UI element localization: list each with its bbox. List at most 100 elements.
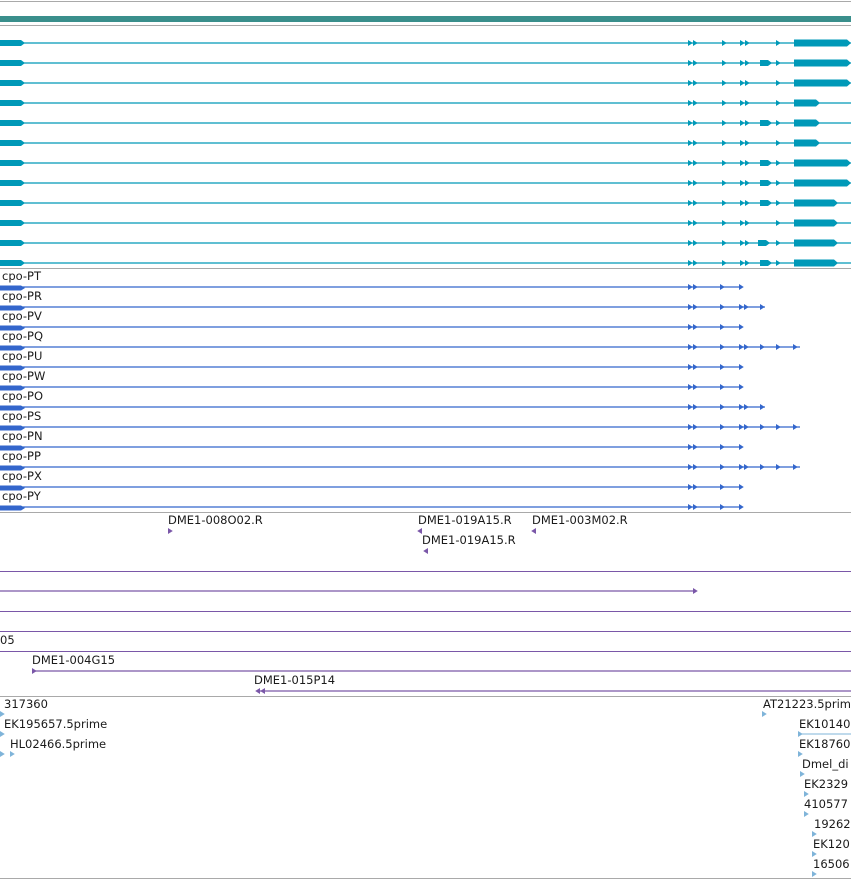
transcript-exon — [776, 40, 781, 46]
cpo-exon — [793, 424, 798, 430]
transcript-exon — [760, 60, 772, 66]
transcript-exon — [722, 260, 727, 266]
isoform-label-cpo-pr[interactable]: cpo-PR — [2, 289, 42, 303]
cpo-exon — [760, 304, 765, 310]
transcript-exon — [0, 240, 25, 246]
cpo-exon — [0, 345, 25, 351]
cpo-exon — [739, 304, 744, 310]
cpo-exon — [693, 284, 698, 290]
cpo-exon — [0, 425, 25, 431]
est-label[interactable]: 410577 — [804, 797, 848, 811]
clone-label[interactable]: DME1-015P14 — [254, 673, 336, 687]
clone-label[interactable]: DME1-019A15.R — [422, 533, 516, 547]
transcript-exon — [745, 60, 750, 66]
est-label[interactable]: EK120 — [813, 837, 850, 851]
isoform-label-cpo-pn[interactable]: cpo-PN — [2, 429, 43, 443]
isoform-label-cpo-po[interactable]: cpo-PO — [2, 389, 44, 403]
isoform-label-cpo-px[interactable]: cpo-PX — [2, 469, 42, 483]
cpo-exon — [693, 304, 698, 310]
cpo-exon — [688, 324, 693, 330]
clone-marker — [255, 688, 260, 694]
transcript-exon — [745, 240, 750, 246]
isoform-label-cpo-pu[interactable]: cpo-PU — [2, 349, 43, 363]
cpo-exon — [693, 364, 698, 370]
est-label[interactable]: EK18760 — [799, 737, 851, 751]
transcript-exon — [760, 160, 772, 166]
transcript-exon — [693, 240, 698, 246]
transcript-exon — [776, 60, 781, 66]
transcript-exon — [794, 219, 838, 227]
cpo-exon — [688, 284, 693, 290]
isoform-label-cpo-ps[interactable]: cpo-PS — [2, 409, 42, 423]
clone-marker — [168, 528, 173, 534]
est-label[interactable]: 317360 — [4, 697, 48, 711]
transcript-exon — [0, 140, 25, 146]
transcript-exon — [722, 80, 727, 86]
est-label[interactable]: 16506 — [813, 857, 850, 871]
transcript-exon — [760, 120, 772, 126]
est-marker — [0, 731, 5, 737]
isoform-label-cpo-py[interactable]: cpo-PY — [2, 489, 41, 503]
transcript-exon — [776, 140, 781, 146]
clone-marker — [260, 688, 265, 694]
isoform-label-cpo-pt[interactable]: cpo-PT — [2, 269, 41, 283]
transcript-exon — [794, 259, 838, 267]
clone-label[interactable]: DME1-004G15 — [32, 653, 116, 667]
est-label[interactable]: HL02466.5prime — [10, 737, 107, 751]
est-label[interactable]: Dmel_di — [802, 757, 849, 771]
transcript-exon — [740, 80, 745, 86]
cpo-exon — [744, 464, 749, 470]
transcript-exon — [693, 120, 698, 126]
cpo-exon — [693, 384, 698, 390]
est-label[interactable]: AT21223.5prim — [763, 697, 851, 711]
cpo-exon — [693, 404, 698, 410]
est-marker — [0, 751, 5, 757]
transcript-exon — [740, 180, 745, 186]
transcript-exon — [722, 140, 727, 146]
isoform-label-cpo-pq[interactable]: cpo-PQ — [2, 329, 44, 343]
cpo-exon — [0, 385, 25, 391]
transcript-exon — [688, 80, 693, 86]
transcript-exon — [688, 60, 693, 66]
transcript-exon — [794, 59, 851, 67]
est-marker — [10, 751, 15, 757]
transcript-exon — [745, 80, 750, 86]
transcript-exon — [794, 159, 851, 167]
est-marker — [798, 751, 803, 757]
transcript-exon — [745, 40, 750, 46]
cpo-exon — [688, 344, 693, 350]
clone-label[interactable]: DME1-019A15.R — [418, 513, 512, 527]
est-label[interactable]: EK2329 — [804, 777, 849, 791]
clone-label[interactable]: 05 — [0, 633, 15, 647]
cpo-exon — [739, 364, 744, 370]
transcript-exon — [722, 100, 727, 106]
transcript-exon — [758, 240, 770, 246]
transcript-exon — [722, 200, 727, 206]
cpo-exon — [739, 424, 744, 430]
cpo-exon — [744, 424, 749, 430]
cpo-exon — [760, 424, 765, 430]
isoform-label-cpo-pw[interactable]: cpo-PW — [2, 369, 46, 383]
cpo-exon — [0, 405, 25, 411]
isoform-label-cpo-pv[interactable]: cpo-PV — [2, 309, 42, 323]
est-label[interactable]: 19262 — [814, 817, 851, 831]
cpo-exon — [0, 465, 25, 471]
cpo-exon — [688, 504, 693, 510]
est-label[interactable]: EK10140 — [799, 717, 851, 731]
transcript-exon — [693, 80, 698, 86]
cpo-exon — [720, 424, 725, 430]
isoform-label-cpo-pp[interactable]: cpo-PP — [2, 449, 41, 463]
clone-label[interactable]: DME1-008O02.R — [168, 513, 263, 527]
clone-label[interactable]: DME1-003M02.R — [532, 513, 628, 527]
est-label[interactable]: EK195657.5prime — [4, 717, 108, 731]
cpo-exon — [739, 404, 744, 410]
cpo-exon — [744, 304, 749, 310]
transcript-exon — [688, 120, 693, 126]
cpo-exon — [0, 505, 25, 511]
est-marker — [812, 831, 817, 837]
cpo-exon — [720, 284, 725, 290]
cpo-exon — [693, 424, 698, 430]
cpo-exon — [739, 284, 744, 290]
scale-bar — [0, 16, 851, 22]
transcript-exon — [0, 60, 25, 66]
